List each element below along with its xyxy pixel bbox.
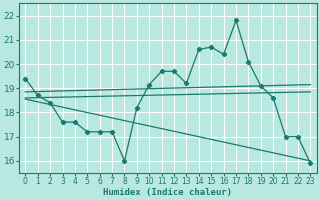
- X-axis label: Humidex (Indice chaleur): Humidex (Indice chaleur): [103, 188, 232, 197]
